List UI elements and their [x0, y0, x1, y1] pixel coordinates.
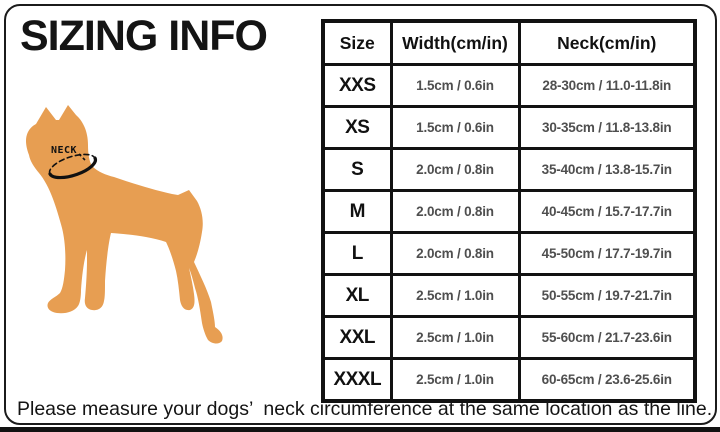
size-cell: S	[321, 147, 393, 192]
dog-body-shape	[26, 105, 223, 344]
page-title: SIZING INFO	[20, 12, 268, 60]
table-row: XL 2.5cm / 1.0in 50-55cm / 19.7-21.7in	[321, 273, 697, 318]
width-cell: 2.0cm / 0.8in	[389, 231, 521, 276]
size-cell: L	[321, 231, 393, 276]
sizing-table: Size Width(cm/in) Neck(cm/in) XXS 1.5cm …	[321, 19, 697, 403]
width-cell: 2.0cm / 0.8in	[389, 147, 521, 192]
dog-silhouette-svg: NECK	[26, 105, 223, 344]
collar-line-solid	[48, 156, 98, 180]
neck-cell: 28-30cm / 11.0-11.8in	[517, 63, 697, 108]
width-cell: 1.5cm / 0.6in	[389, 63, 521, 108]
table-row: M 2.0cm / 0.8in 40-45cm / 15.7-17.7in	[321, 189, 697, 234]
neck-label: NECK	[51, 145, 77, 156]
table-row: XXL 2.5cm / 1.0in 55-60cm / 21.7-23.6in	[321, 315, 697, 360]
width-cell: 2.5cm / 1.0in	[389, 315, 521, 360]
neck-cell: 50-55cm / 19.7-21.7in	[517, 273, 697, 318]
dog-illustration: NECK	[10, 95, 240, 365]
neck-label-pointer	[78, 153, 86, 161]
size-cell: XS	[321, 105, 393, 150]
neck-cell: 55-60cm / 21.7-23.6in	[517, 315, 697, 360]
bottom-section-edge	[0, 427, 720, 432]
header-size: Size	[321, 19, 393, 66]
neck-cell: 30-35cm / 11.8-13.8in	[517, 105, 697, 150]
width-cell: 2.5cm / 1.0in	[389, 357, 521, 403]
size-cell: M	[321, 189, 393, 234]
table-row: L 2.0cm / 0.8in 45-50cm / 17.7-19.7in	[321, 231, 697, 276]
table-row: XXXL 2.5cm / 1.0in 60-65cm / 23.6-25.6in	[321, 357, 697, 403]
measurement-instruction: Please measure your dogs’ neck circumfer…	[17, 398, 713, 420]
neck-cell: 40-45cm / 15.7-17.7in	[517, 189, 697, 234]
size-cell: XL	[321, 273, 393, 318]
table-row: XXS 1.5cm / 0.6in 28-30cm / 11.0-11.8in	[321, 63, 697, 108]
table-row: XS 1.5cm / 0.6in 30-35cm / 11.8-13.8in	[321, 105, 697, 150]
collar-line-dashed	[48, 153, 96, 175]
header-width: Width(cm/in)	[389, 19, 521, 66]
neck-cell: 35-40cm / 13.8-15.7in	[517, 147, 697, 192]
size-cell: XXXL	[321, 357, 393, 403]
width-cell: 1.5cm / 0.6in	[389, 105, 521, 150]
table-header-row: Size Width(cm/in) Neck(cm/in)	[321, 19, 697, 66]
neck-cell: 45-50cm / 17.7-19.7in	[517, 231, 697, 276]
neck-cell: 60-65cm / 23.6-25.6in	[517, 357, 697, 403]
width-cell: 2.5cm / 1.0in	[389, 273, 521, 318]
size-cell: XXS	[321, 63, 393, 108]
header-neck: Neck(cm/in)	[517, 19, 697, 66]
size-cell: XXL	[321, 315, 393, 360]
table-row: S 2.0cm / 0.8in 35-40cm / 13.8-15.7in	[321, 147, 697, 192]
width-cell: 2.0cm / 0.8in	[389, 189, 521, 234]
